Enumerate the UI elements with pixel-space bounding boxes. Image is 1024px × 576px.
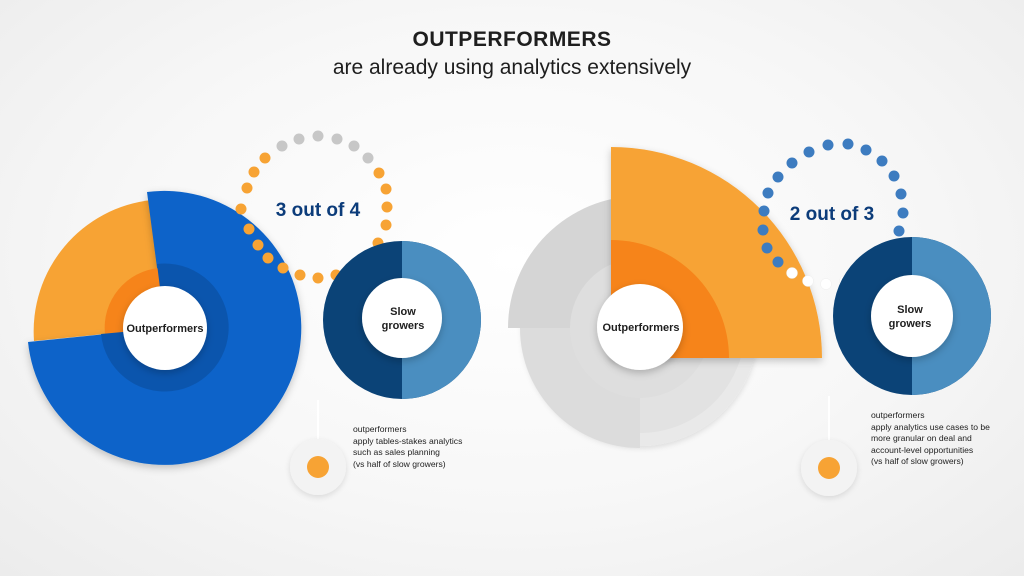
left-slow-label-2: growers <box>382 320 425 332</box>
left-ratio-text: 3 out of 4 <box>276 200 361 221</box>
right-note-line: more granular on deal and <box>871 433 972 443</box>
right-note: outperformers apply analytics use cases … <box>871 410 990 468</box>
right-slow-label-1: Slow <box>897 304 923 316</box>
header: OUTPERFORMERS are already using analytic… <box>0 28 1024 80</box>
right-note-line: (vs half of slow growers) <box>871 456 964 466</box>
page-subtitle: are already using analytics extensively <box>332 56 692 79</box>
right-note-line: account-level opportunities <box>871 444 974 455</box>
left-note-line: outperformers <box>353 424 407 434</box>
left-blue-segment <box>28 190 302 465</box>
page-title: OUTPERFORMERS <box>412 28 612 51</box>
right-note-line: apply analytics use cases to be <box>871 421 990 432</box>
right-ratio-text: 2 out of 3 <box>790 204 874 225</box>
right-outperformers-circle <box>597 284 683 370</box>
right-outperformers-label: Outperformers <box>602 322 679 334</box>
left-bullet-dot <box>307 456 329 478</box>
left-note: outperformers apply tables-stakes analyt… <box>353 424 462 470</box>
left-outperformers-label: Outperformers <box>126 323 203 335</box>
right-slow-growers-circle <box>871 275 953 357</box>
left-outperformers-circle <box>123 286 207 370</box>
left-note-line: (vs half of slow growers) <box>353 458 446 469</box>
left-slow-label-1: Slow <box>390 306 416 318</box>
left-note-line: such as sales planning <box>353 447 440 457</box>
right-note-line: outperformers <box>871 410 925 420</box>
panel-right: Outperformers 2 out <box>508 138 991 496</box>
left-slow-growers-circle <box>362 278 442 358</box>
left-blue-inner <box>101 263 229 392</box>
left-note-line: apply tables-stakes analytics <box>353 435 463 446</box>
right-slow-label-2: growers <box>889 318 932 330</box>
panel-left: Outperformers <box>28 130 481 495</box>
right-bullet-dot <box>818 457 840 479</box>
